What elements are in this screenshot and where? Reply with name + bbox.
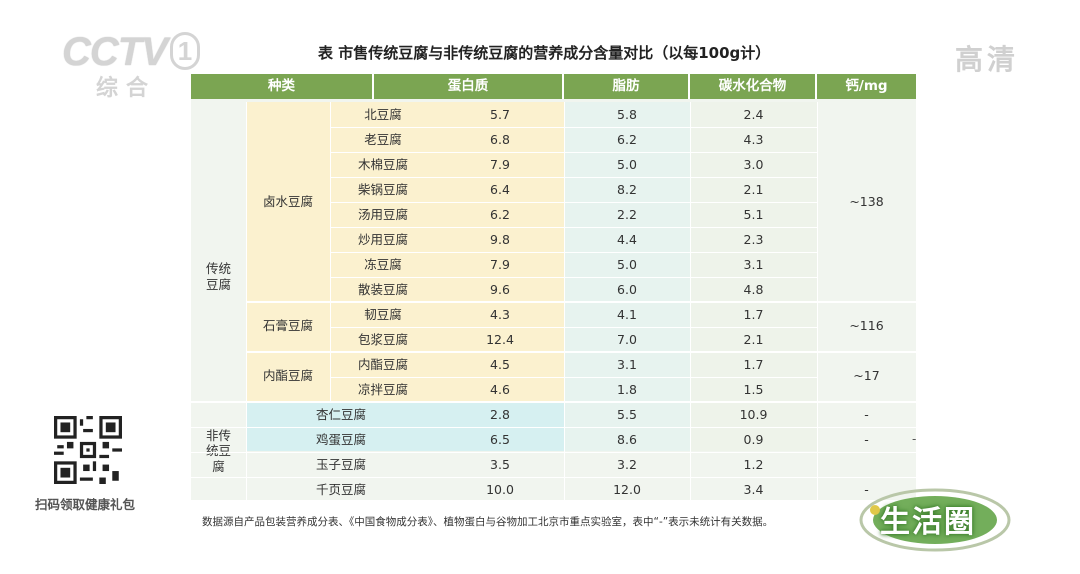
group-traditional: 传统 豆腐 (205, 260, 231, 292)
row-fat: 6.0 (617, 281, 637, 297)
carbs-column-tint (690, 102, 817, 451)
row-fat: 5.0 (617, 256, 637, 272)
row-name: 千页豆腐 (315, 481, 366, 497)
row-name: 韧豆腐 (364, 306, 402, 322)
header-fat: 脂肪 (564, 74, 690, 99)
qr-label: 扫码领取健康礼包 (35, 497, 136, 512)
row-name: 汤用豆腐 (357, 206, 408, 222)
header-type: 种类 (191, 74, 374, 99)
row-name: 炒用豆腐 (357, 231, 408, 247)
row-fat: 3.2 (617, 456, 637, 472)
row-protein: 4.5 (490, 356, 510, 372)
subgroup-brine: 卤水豆腐 (262, 193, 313, 209)
row-fat: 3.1 (617, 356, 637, 372)
row-protein: 10.0 (486, 481, 514, 497)
fat-column-tint (564, 102, 690, 451)
calcium-gypsum: ~116 (849, 318, 884, 334)
channel-name: 综合 (96, 76, 157, 101)
qr-code-icon[interactable] (54, 416, 122, 484)
group-nontraditional: 非传 统豆 腐 (205, 427, 231, 474)
row-carbs: 1.5 (743, 381, 764, 397)
row-protein: 12.4 (486, 331, 514, 347)
row-name: 玉子豆腐 (315, 456, 366, 472)
row-protein: 4.6 (490, 381, 510, 397)
row-protein: 2.8 (490, 406, 510, 422)
calcium-gdl: ~17 (853, 368, 880, 384)
row-carbs: 1.7 (743, 356, 764, 372)
header-carbs: 碳水化合物 (690, 74, 817, 99)
row-fat: 8.6 (617, 431, 637, 447)
row-fat: 4.1 (617, 306, 637, 322)
channel-number-badge: 1 (170, 32, 200, 70)
row-fat: 8.2 (617, 181, 637, 197)
row-carbs: 1.2 (743, 456, 764, 472)
nutrition-table: 种类 蛋白质 脂肪 碳水化合物 钙/mg 传统 豆腐 (191, 74, 916, 503)
cctv-logo: CCTV (62, 30, 168, 74)
show-logo-text: 生活圈 (880, 505, 976, 540)
row-carbs: 2.1 (743, 331, 764, 347)
row-carbs: 2.4 (743, 106, 764, 122)
row-name: 老豆腐 (364, 131, 402, 147)
row-protein: 6.5 (490, 431, 510, 447)
row-name: 凉拌豆腐 (357, 381, 408, 397)
row-carbs: 10.9 (739, 406, 768, 422)
row-carbs: 4.8 (743, 281, 764, 297)
row-protein: 3.5 (490, 456, 510, 472)
row-name: 鸡蛋豆腐 (315, 431, 366, 447)
hd-badge: 高清 (955, 43, 1020, 76)
row-protein: 5.7 (490, 106, 510, 122)
row-protein: 9.6 (490, 281, 510, 297)
row-fat: 1.8 (617, 381, 637, 397)
row-calcium: - (864, 431, 869, 447)
subgroup-gdl: 内酯豆腐 (262, 368, 313, 384)
data-source-note: 数据源自产品包装营养成分表、《中国食物成分表》、植物蛋白与谷物加工北京市重点实验… (202, 516, 774, 528)
row-protein: 4.3 (490, 306, 510, 322)
header-calcium: 钙/mg (817, 74, 916, 99)
row-protein: 6.2 (490, 206, 510, 222)
row-protein: 6.4 (490, 181, 510, 197)
row-protein: 7.9 (490, 256, 510, 272)
row-fat: 12.0 (613, 481, 641, 497)
row-carbs: 5.1 (743, 206, 764, 222)
row-carbs: 0.9 (743, 431, 764, 447)
subtype-tint-gypsum (246, 351, 564, 401)
row-carbs: 3.1 (743, 256, 764, 272)
subtype-tint-traditional (246, 102, 564, 351)
row-name: 柴锅豆腐 (357, 181, 408, 197)
row-carbs: 3.4 (743, 481, 764, 497)
calcium-brine: ~138 (849, 193, 884, 209)
show-logo-icon (859, 488, 1011, 552)
row-fat: 6.2 (617, 131, 637, 147)
row-fat: 2.2 (617, 206, 637, 222)
stray-dash: - (912, 432, 917, 446)
row-name: 冻豆腐 (364, 256, 402, 272)
row-calcium: - (864, 481, 869, 497)
row-name: 包浆豆腐 (357, 331, 408, 347)
row-carbs: 2.1 (743, 181, 764, 197)
row-fat: 4.4 (617, 231, 637, 247)
table-title: 表 市售传统豆腐与非传统豆腐的营养成分含量对比（以每100g计） (318, 44, 771, 62)
row-carbs: 2.3 (743, 231, 764, 247)
row-name: 散装豆腐 (357, 281, 408, 297)
row-carbs: 4.3 (743, 131, 764, 147)
row-protein: 6.8 (490, 131, 510, 147)
row-fat: 7.0 (617, 331, 637, 347)
row-name: 杏仁豆腐 (315, 406, 366, 422)
subgroup-gypsum: 石膏豆腐 (262, 318, 313, 334)
row-fat: 5.8 (617, 106, 637, 122)
subtype-tint-gdl (246, 401, 564, 451)
row-fat: 5.5 (617, 406, 637, 422)
row-calcium: - (864, 406, 869, 422)
row-name: 内酯豆腐 (357, 356, 408, 372)
row-fat: 5.0 (617, 156, 637, 172)
row-protein: 7.9 (490, 156, 510, 172)
header-protein: 蛋白质 (374, 74, 564, 99)
row-calcium (817, 452, 916, 477)
row-protein: 9.8 (490, 231, 510, 247)
row-name: 木棉豆腐 (357, 156, 408, 172)
row-carbs: 1.7 (743, 306, 764, 322)
row-carbs: 3.0 (743, 156, 764, 172)
row-name: 北豆腐 (364, 106, 402, 122)
